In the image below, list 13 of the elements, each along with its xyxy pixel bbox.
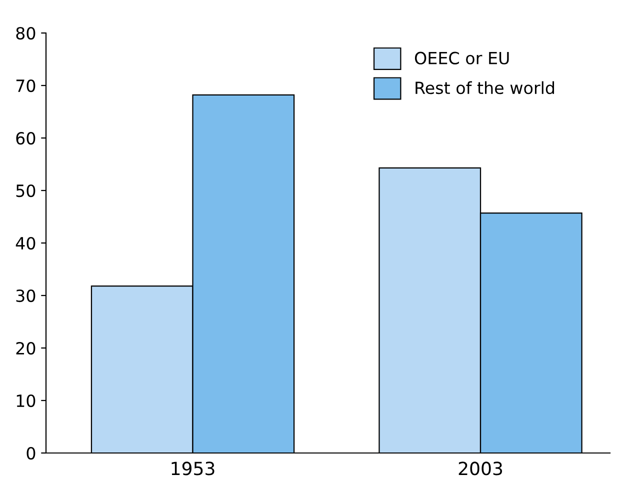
legend-label: OEEC or EU <box>414 52 509 64</box>
y-tick-label: 80 <box>16 26 36 40</box>
x-tick-label: 1953 <box>172 462 214 476</box>
y-tick-label: 60 <box>16 132 36 145</box>
legend-label: Rest of the world <box>416 81 554 94</box>
y-tick-label: 50 <box>16 184 36 198</box>
y-tick-label: 0 <box>26 446 36 460</box>
y-tick-label: 20 <box>16 342 36 355</box>
y-tick-label: 70 <box>16 79 36 92</box>
y-tick-label: 40 <box>16 236 36 250</box>
x-tick-label: 2003 <box>458 462 502 476</box>
y-tick-label: 10 <box>16 394 36 408</box>
y-tick-label: 30 <box>16 289 36 302</box>
